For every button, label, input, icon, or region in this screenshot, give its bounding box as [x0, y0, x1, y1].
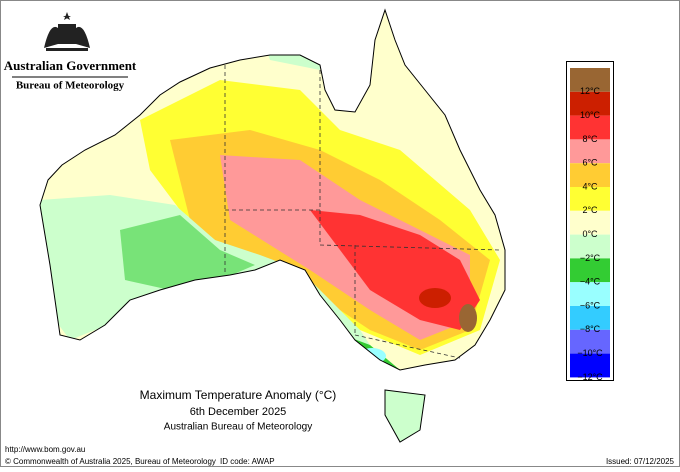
legend-label: 4°C [582, 181, 598, 191]
legend-swatch [570, 306, 610, 330]
legend-label: −10°C [577, 348, 603, 358]
coat-of-arms [44, 12, 90, 51]
footer-issued: Issued: 07/12/2025 [606, 457, 675, 466]
legend-swatch [570, 258, 610, 283]
legend-label: −6°C [580, 300, 601, 310]
legend-swatch [570, 91, 610, 116]
footer-copyright: © Commonwealth of Australia 2025, Bureau… [5, 457, 216, 466]
legend-swatch [570, 234, 610, 259]
legend-label: −2°C [580, 253, 601, 263]
legend-label: 6°C [582, 158, 598, 168]
map-date: 6th December 2025 [190, 406, 287, 418]
state-borders [224, 65, 501, 359]
footer-id: ID code: AWAP [220, 457, 275, 466]
map-title: Maximum Temperature Anomaly (°C) [140, 388, 337, 402]
bureau-name: Bureau of Meteorology [16, 80, 125, 92]
legend-label: 2°C [582, 205, 598, 215]
legend: 12°C 10°C 8°C 6°C 4°C 2°C 0°C −2°C −4°C −6°C −8°C −… [566, 61, 614, 382]
government-name: Australian Government [4, 58, 137, 73]
legend-label: −12°C [577, 372, 603, 382]
legend-label: 12°C [580, 86, 601, 96]
legend-swatch [570, 139, 610, 164]
legend-swatch [570, 68, 610, 92]
footer-url: http://www.bom.gov.au [5, 445, 85, 454]
legend-swatch [570, 115, 610, 140]
map-agency: Australian Bureau of Meteorology [164, 422, 312, 433]
legend-swatch [570, 329, 610, 354]
legend-label: 0°C [582, 229, 598, 239]
legend-label: 8°C [582, 134, 598, 144]
legend-swatch [570, 282, 610, 306]
legend-swatch [570, 353, 610, 378]
coastline [39, 8, 506, 443]
legend-label: −8°C [580, 324, 601, 334]
legend-swatch [570, 187, 610, 211]
legend-label: 10°C [580, 110, 601, 120]
legend-swatch [570, 163, 610, 187]
legend-label: −4°C [580, 277, 601, 287]
legend-swatch [570, 210, 610, 235]
